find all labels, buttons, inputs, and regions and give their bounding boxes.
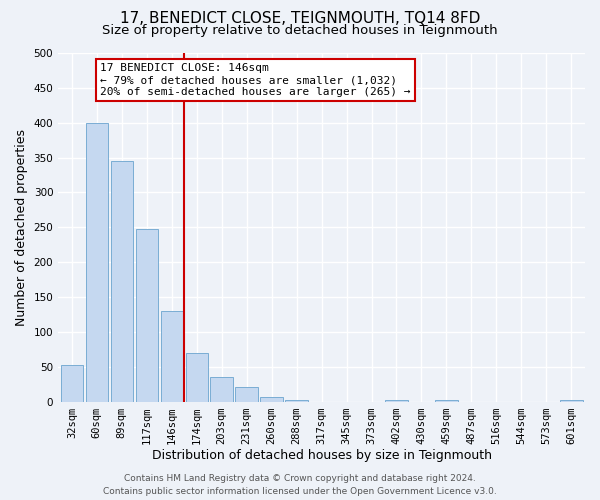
X-axis label: Distribution of detached houses by size in Teignmouth: Distribution of detached houses by size … <box>152 450 491 462</box>
Bar <box>161 311 183 402</box>
Text: 17 BENEDICT CLOSE: 146sqm
← 79% of detached houses are smaller (1,032)
20% of se: 17 BENEDICT CLOSE: 146sqm ← 79% of detac… <box>100 64 411 96</box>
Bar <box>136 228 158 402</box>
Bar <box>61 366 83 402</box>
Text: Contains HM Land Registry data © Crown copyright and database right 2024.
Contai: Contains HM Land Registry data © Crown c… <box>103 474 497 496</box>
Bar <box>385 400 408 402</box>
Bar <box>211 377 233 402</box>
Bar <box>560 400 583 402</box>
Bar <box>435 400 458 402</box>
Bar <box>110 161 133 402</box>
Text: Size of property relative to detached houses in Teignmouth: Size of property relative to detached ho… <box>102 24 498 37</box>
Bar <box>286 400 308 402</box>
Bar <box>235 387 258 402</box>
Bar <box>185 353 208 402</box>
Text: 17, BENEDICT CLOSE, TEIGNMOUTH, TQ14 8FD: 17, BENEDICT CLOSE, TEIGNMOUTH, TQ14 8FD <box>120 11 480 26</box>
Bar <box>86 122 108 402</box>
Bar <box>260 398 283 402</box>
Y-axis label: Number of detached properties: Number of detached properties <box>15 129 28 326</box>
